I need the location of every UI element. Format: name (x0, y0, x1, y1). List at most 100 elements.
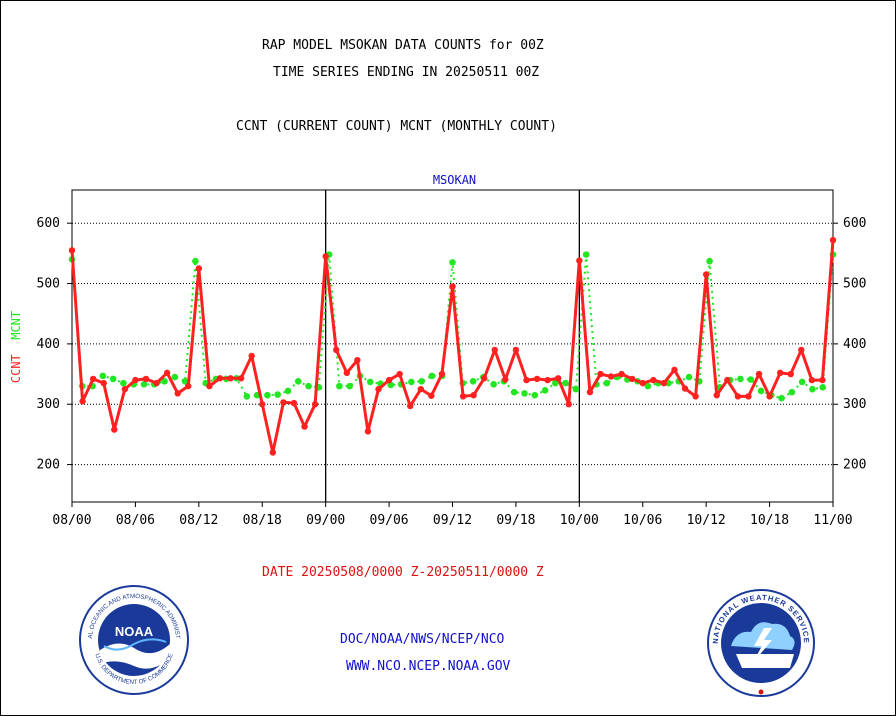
point-ccnt-64 (745, 393, 752, 400)
point-mcnt-56 (644, 382, 652, 390)
nws-logo: NATIONAL WEATHER SERVICE (707, 589, 815, 697)
point-mcnt-43 (510, 388, 518, 396)
ytick-label-right: 300 (843, 397, 866, 412)
point-ccnt-25 (333, 346, 340, 354)
point-mcnt-27 (346, 382, 353, 390)
xtick-label: 10/00 (560, 513, 599, 528)
xtick-label: 10/06 (623, 513, 662, 528)
point-ccnt-50 (597, 370, 604, 378)
point-ccnt-58 (681, 385, 689, 392)
point-mcnt-41 (490, 381, 497, 388)
point-ccnt-1 (79, 398, 86, 405)
point-mcnt-46 (541, 387, 549, 394)
plot-frame (71, 189, 834, 503)
point-ccnt-41 (502, 376, 509, 383)
point-ccnt-23 (311, 401, 319, 408)
point-mcnt-4 (109, 375, 117, 383)
point-ccnt-14 (216, 375, 224, 382)
point-ccnt-55 (650, 376, 657, 384)
point-ccnt-32 (407, 402, 414, 410)
point-ccnt-29 (375, 385, 382, 393)
point-ccnt-11 (185, 382, 192, 390)
y-axis-label: CCNT MCNT (9, 311, 23, 383)
point-mcnt-34 (418, 378, 425, 385)
point-ccnt-9 (163, 369, 171, 377)
org-path-link[interactable]: DOC/NOAA/NWS/NCEP/NCO (340, 632, 505, 647)
point-mcnt-10 (171, 373, 179, 381)
xtick-label: 10/18 (750, 513, 789, 528)
point-ccnt-54 (639, 379, 646, 387)
ytick-label-left: 500 (37, 277, 60, 292)
xtick-label: 09/12 (433, 513, 472, 528)
point-ccnt-71 (819, 376, 826, 384)
date-range-label: DATE 20250508/0000 Z-20250511/0000 Z (262, 565, 544, 580)
point-ccnt-39 (481, 375, 488, 382)
point-ccnt-5 (121, 385, 129, 393)
point-ccnt-49 (586, 388, 594, 396)
point-ccnt-59 (692, 393, 699, 400)
chart-title-line1: RAP MODEL MSOKAN DATA COUNTS for 00Z (262, 38, 544, 53)
ytick-label-left: 400 (37, 337, 60, 352)
point-ccnt-19 (269, 449, 277, 456)
point-ccnt-4 (111, 426, 118, 433)
point-ccnt-48 (576, 257, 583, 264)
point-mcnt-29 (366, 378, 374, 386)
series-line-mcnt (71, 254, 834, 400)
point-mcnt-47 (552, 379, 559, 387)
ytick-label-left: 200 (37, 458, 60, 473)
point-ccnt-68 (787, 370, 794, 378)
point-ccnt-60 (702, 271, 710, 278)
point-mcnt-22 (294, 378, 302, 385)
point-mcnt-48 (562, 379, 569, 387)
point-mcnt-11 (181, 378, 189, 385)
point-mcnt-39 (469, 378, 477, 385)
point-ccnt-13 (206, 382, 213, 390)
point-ccnt-42 (512, 346, 520, 354)
point-mcnt-23 (305, 382, 312, 390)
point-ccnt-67 (776, 369, 784, 377)
point-mcnt-5 (120, 379, 127, 387)
point-mcnt-71 (798, 378, 806, 386)
point-ccnt-65 (755, 370, 763, 378)
point-ccnt-35 (438, 370, 446, 378)
point-ccnt-72 (829, 236, 837, 244)
point-ccnt-37 (459, 393, 467, 400)
point-ccnt-10 (174, 390, 181, 397)
point-mcnt-73 (819, 384, 827, 391)
point-mcnt-66 (747, 376, 755, 383)
xtick-label: 09/18 (496, 513, 535, 528)
xtick-label: 08/00 (52, 513, 91, 528)
xtick-label: 09/06 (370, 513, 409, 528)
point-ccnt-3 (100, 379, 107, 387)
point-ccnt-26 (343, 369, 351, 377)
point-mcnt-67 (757, 387, 765, 395)
xtick-label: 11/00 (813, 513, 852, 528)
point-ccnt-27 (354, 356, 361, 364)
point-ccnt-43 (523, 376, 530, 384)
point-mcnt-19 (264, 391, 271, 399)
point-ccnt-45 (544, 376, 551, 384)
point-mcnt-44 (521, 390, 528, 397)
point-ccnt-8 (153, 379, 160, 387)
point-ccnt-28 (364, 428, 372, 435)
point-ccnt-69 (798, 346, 805, 354)
point-ccnt-18 (259, 401, 266, 408)
point-mcnt-7 (140, 381, 148, 388)
point-ccnt-66 (766, 393, 773, 400)
point-ccnt-56 (660, 379, 668, 387)
point-mcnt-37 (449, 259, 456, 266)
point-mcnt-45 (531, 391, 539, 399)
noaa-logo: NOAA NATIONAL OCEANIC AND ATMOSPHERIC AD… (78, 584, 189, 695)
point-mcnt-35 (428, 372, 436, 380)
point-ccnt-0 (68, 247, 76, 254)
website-link[interactable]: WWW.NCO.NCEP.NOAA.GOV (346, 659, 511, 674)
point-ccnt-16 (237, 375, 245, 382)
xtick-label: 08/12 (179, 513, 218, 528)
series-line-ccnt (70, 239, 835, 455)
point-ccnt-20 (280, 399, 287, 406)
point-ccnt-44 (533, 375, 541, 383)
ytick-label-right: 200 (843, 458, 866, 473)
y-axis-label-ccnt: CCNT (9, 354, 23, 383)
point-ccnt-22 (301, 423, 308, 430)
